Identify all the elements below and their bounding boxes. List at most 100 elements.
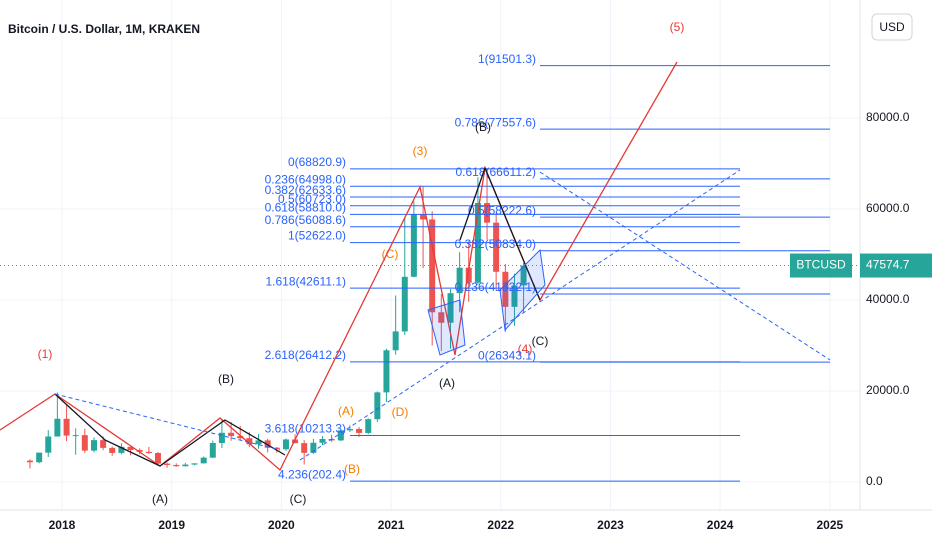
candle-body xyxy=(191,463,198,465)
trend-line xyxy=(539,171,831,361)
candle-body xyxy=(447,293,454,323)
candle-body xyxy=(401,276,408,332)
wave-label: (D) xyxy=(392,405,409,419)
trend-line xyxy=(54,393,281,451)
candle-body xyxy=(264,440,271,448)
candle-body xyxy=(255,440,262,445)
candle-body xyxy=(81,435,88,451)
fib-label: 1(52622.0) xyxy=(288,229,346,243)
candle-body xyxy=(356,428,363,433)
candle-body xyxy=(63,418,70,436)
candle-body xyxy=(273,447,280,450)
candle-body xyxy=(182,464,189,467)
fib-label: 0.382(50834.0) xyxy=(455,237,536,251)
y-tick-label: 40000.0 xyxy=(866,292,910,306)
y-tick-label: 20000.0 xyxy=(866,383,910,397)
x-tick-label: 2020 xyxy=(268,518,295,532)
wave-label: (C) xyxy=(382,247,399,261)
symbol-tag-label: BTCUSD xyxy=(796,258,846,272)
fib-label: 0.786(56088.6) xyxy=(265,213,346,227)
fib-label: 0.786(77557.6) xyxy=(455,115,536,129)
candle-body xyxy=(346,428,353,431)
candle-body xyxy=(438,312,445,323)
fib-label: 1.618(42611.1) xyxy=(265,274,346,288)
price-tag xyxy=(860,253,932,278)
candle-body xyxy=(26,460,33,463)
y-tick-label: 60000.0 xyxy=(866,201,910,215)
candle-body xyxy=(420,214,427,220)
candle-body xyxy=(493,222,500,272)
currency-button[interactable] xyxy=(871,13,913,41)
candle-body xyxy=(45,436,52,453)
candle-body xyxy=(173,464,180,467)
currency-button-label[interactable]: USD xyxy=(879,20,905,34)
x-tick-label: 2023 xyxy=(597,518,624,532)
candle-body xyxy=(246,438,253,445)
candle-body xyxy=(218,432,225,444)
candle-body xyxy=(301,443,308,453)
x-tick-label: 2021 xyxy=(378,518,405,532)
candle-body xyxy=(310,442,317,453)
x-tick-label: 2019 xyxy=(158,518,185,532)
fib-label: 0.5(60723.0) xyxy=(278,192,346,206)
candle-body xyxy=(145,451,152,454)
x-tick-label: 2025 xyxy=(816,518,843,532)
wave-line xyxy=(54,393,286,467)
wave-label: (C) xyxy=(532,334,549,348)
wave-label: (A) xyxy=(152,492,168,506)
candle-body xyxy=(520,265,527,286)
wave-label: (3) xyxy=(413,144,428,158)
y-tick-label: 0.0 xyxy=(866,474,883,488)
wave-label: (5) xyxy=(670,20,685,34)
y-tick-label: 80000.0 xyxy=(866,110,910,124)
wave-label: (A) xyxy=(439,376,455,390)
pattern-box xyxy=(499,248,546,332)
candle-body xyxy=(127,446,134,451)
candle-body xyxy=(383,350,390,393)
candle-body xyxy=(511,285,518,307)
wave-label: (4) xyxy=(518,342,533,356)
pattern-box xyxy=(427,299,466,356)
candle-body xyxy=(136,450,143,452)
fib-label: 1(91501.3) xyxy=(478,52,536,66)
fib-label: 0(68820.9) xyxy=(288,155,346,169)
candle-body xyxy=(54,418,61,437)
candle-body xyxy=(209,443,216,458)
candle-body xyxy=(154,453,161,464)
candle-body xyxy=(36,452,43,463)
candle-body xyxy=(292,439,299,444)
wave-label: (B) xyxy=(475,120,491,134)
candle-body xyxy=(118,446,125,453)
candle-body xyxy=(465,267,472,283)
candle-body xyxy=(374,392,381,420)
candle-body xyxy=(91,440,98,451)
x-tick-label: 2024 xyxy=(707,518,734,532)
candle-body xyxy=(484,203,491,223)
candle-body xyxy=(200,457,207,464)
fib-label: 0(26343.1) xyxy=(478,348,536,362)
fib-label: 0.618(66611.2) xyxy=(455,165,536,179)
candle-body xyxy=(319,439,326,443)
symbol-tag xyxy=(790,253,852,278)
candle-body xyxy=(228,432,235,437)
fib-label: 0.618(58810.0) xyxy=(265,201,346,215)
x-tick-label: 2022 xyxy=(487,518,514,532)
fib-label: 0.236(41322.1) xyxy=(455,280,536,294)
fib-label: 0.382(62633.6) xyxy=(265,183,346,197)
fib-label: 4.236(202.4) xyxy=(278,467,346,481)
candle-body xyxy=(337,430,344,441)
candle-body xyxy=(72,435,79,437)
candle-body xyxy=(456,267,463,294)
wave-label: (A) xyxy=(338,404,354,418)
candle-body xyxy=(410,214,417,277)
candle-body xyxy=(502,271,509,307)
candle-body xyxy=(164,463,171,465)
candle-body xyxy=(392,331,399,351)
candle-body xyxy=(282,439,289,450)
plot-area: 0(68820.9)0.236(64998.0)0.382(62633.6)0.… xyxy=(0,0,860,510)
fib-label: 2.618(26412.2) xyxy=(265,348,346,362)
wave-line xyxy=(459,166,541,301)
wave-label: (1) xyxy=(38,347,53,361)
